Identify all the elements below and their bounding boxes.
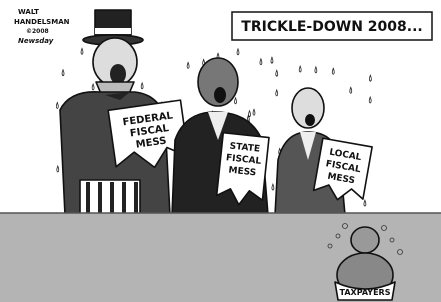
taxpayer-label: TAXPAYERS [340, 288, 391, 297]
signature-line: Newsday [18, 37, 54, 45]
drop [235, 98, 237, 104]
drop [56, 103, 58, 109]
drop [299, 66, 301, 72]
drop [92, 84, 94, 90]
drop [271, 57, 273, 63]
drop [272, 184, 274, 190]
drop [81, 48, 83, 54]
drop [187, 62, 189, 68]
caption: TRICKLE-DOWN 2008... [241, 19, 422, 35]
drop [237, 49, 239, 55]
drop [260, 59, 262, 65]
drop [57, 166, 59, 172]
drop [369, 75, 371, 81]
signature-line: WALT [18, 8, 39, 16]
cartoon: FEDERAL FISCAL MESS STATE FISCAL MESS LO… [0, 0, 441, 302]
signature-line: HANDELSMAN [14, 18, 70, 26]
signature-line: ©2008 [26, 28, 49, 35]
drop [276, 70, 278, 76]
drop [369, 97, 371, 103]
page: {"caption": "TRICKLE-DOWN 2008...", "sig… [0, 0, 441, 302]
drop [315, 67, 317, 73]
drop [253, 109, 255, 115]
drop [350, 87, 352, 93]
drop [364, 200, 366, 206]
drop [332, 68, 334, 74]
drop [276, 90, 278, 96]
drop [141, 83, 143, 89]
drop [62, 70, 64, 76]
